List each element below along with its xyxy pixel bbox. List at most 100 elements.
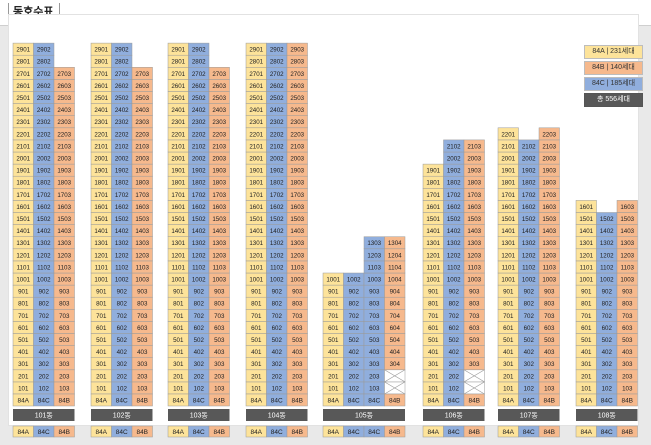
unit-cell[interactable]: 1502 [111, 212, 133, 225]
unit-cell[interactable]: 603 [538, 321, 560, 334]
unit-cell[interactable] [463, 381, 485, 395]
unit-cell[interactable]: 2203 [208, 127, 230, 141]
unit-cell[interactable]: 1601 [167, 200, 189, 213]
unit-cell[interactable]: 1402 [266, 224, 288, 237]
unit-cell[interactable]: 2703 [131, 67, 153, 80]
unit-cell[interactable]: 1203 [363, 248, 385, 262]
unit-cell[interactable] [384, 381, 406, 395]
unit-cell[interactable]: 1303 [363, 236, 385, 250]
unit-cell[interactable]: 1102 [33, 260, 55, 274]
unit-cell[interactable]: 101 [575, 381, 597, 395]
unit-cell[interactable]: 2202 [188, 127, 210, 141]
unit-cell[interactable]: 2201 [12, 127, 34, 141]
unit-cell[interactable]: 2401 [12, 103, 34, 116]
unit-cell[interactable]: 1203 [53, 248, 75, 262]
unit-cell[interactable]: 2503 [208, 91, 230, 104]
unit-cell[interactable]: 302 [33, 357, 55, 371]
unit-cell[interactable]: 1801 [90, 175, 112, 189]
unit-cell[interactable]: 1202 [596, 248, 618, 262]
unit-cell[interactable]: 703 [131, 309, 153, 322]
unit-cell[interactable]: 1702 [33, 188, 55, 201]
unit-cell[interactable]: 1203 [286, 248, 308, 262]
unit-cell[interactable]: 2802 [188, 54, 210, 68]
unit-cell[interactable]: 702 [443, 309, 465, 322]
unit-cell[interactable]: 902 [518, 284, 540, 298]
unit-cell[interactable]: 1401 [575, 224, 597, 237]
unit-cell[interactable]: 1201 [167, 248, 189, 262]
unit-cell[interactable]: 803 [286, 296, 308, 310]
unit-cell[interactable]: 1201 [245, 248, 267, 262]
unit-cell[interactable]: 1703 [53, 188, 75, 201]
building-name-bar[interactable]: 101동 [13, 409, 75, 421]
unit-cell[interactable]: 2102 [266, 139, 288, 153]
unit-cell[interactable]: 1403 [208, 224, 230, 237]
unit-cell[interactable]: 1301 [90, 236, 112, 250]
unit-cell[interactable]: 1503 [53, 212, 75, 225]
unit-cell[interactable]: 1803 [463, 175, 485, 189]
unit-cell[interactable]: 2003 [463, 151, 485, 165]
unit-cell[interactable]: 1003 [616, 272, 638, 286]
unit-cell[interactable]: 401 [575, 345, 597, 358]
unit-cell[interactable]: 1802 [443, 175, 465, 189]
unit-cell[interactable]: 402 [596, 345, 618, 358]
unit-cell[interactable]: 303 [616, 357, 638, 371]
unit-cell[interactable]: 2003 [538, 151, 560, 165]
unit-cell[interactable]: 1102 [443, 260, 465, 274]
unit-cell[interactable]: 1602 [111, 200, 133, 213]
unit-cell[interactable]: 1202 [518, 248, 540, 262]
unit-cell[interactable]: 2603 [53, 79, 75, 92]
unit-cell[interactable]: 1503 [208, 212, 230, 225]
unit-cell[interactable]: 1603 [208, 200, 230, 213]
unit-cell[interactable]: 201 [422, 369, 444, 383]
unit-cell[interactable]: 2801 [12, 54, 34, 68]
unit-cell[interactable]: 2503 [286, 91, 308, 104]
unit-cell[interactable]: 1201 [12, 248, 34, 262]
unit-cell[interactable]: 2602 [188, 79, 210, 92]
unit-cell[interactable]: 1201 [422, 248, 444, 262]
unit-cell[interactable]: 1101 [12, 260, 34, 274]
unit-cell[interactable]: 701 [322, 309, 344, 322]
unit-cell[interactable]: 503 [538, 333, 560, 346]
unit-cell[interactable]: 1501 [167, 212, 189, 225]
unit-cell[interactable]: 1402 [33, 224, 55, 237]
unit-cell[interactable]: 1603 [616, 200, 638, 213]
unit-cell[interactable]: 1602 [266, 200, 288, 213]
unit-cell[interactable]: 601 [322, 321, 344, 334]
unit-cell[interactable]: 201 [497, 369, 519, 383]
unit-cell[interactable]: 2901 [90, 42, 112, 56]
unit-cell[interactable]: 2103 [208, 139, 230, 153]
unit-cell[interactable]: 101 [167, 381, 189, 395]
unit-cell[interactable]: 2801 [167, 54, 189, 68]
unit-cell[interactable]: 1901 [422, 163, 444, 177]
unit-cell[interactable]: 1402 [518, 224, 540, 237]
unit-cell[interactable]: 502 [33, 333, 55, 346]
unit-cell[interactable]: 102 [188, 381, 210, 395]
unit-cell[interactable]: 901 [167, 284, 189, 298]
unit-cell[interactable] [463, 369, 485, 383]
unit-cell[interactable]: 1301 [497, 236, 519, 250]
unit-cell[interactable]: 1303 [131, 236, 153, 250]
unit-cell[interactable]: 502 [188, 333, 210, 346]
unit-cell[interactable]: 1303 [208, 236, 230, 250]
unit-cell[interactable]: 703 [363, 309, 385, 322]
unit-cell[interactable]: 602 [596, 321, 618, 334]
unit-cell[interactable]: 2401 [90, 103, 112, 116]
unit-cell[interactable]: 601 [245, 321, 267, 334]
unit-cell[interactable]: 503 [363, 333, 385, 346]
unit-cell[interactable]: 1302 [518, 236, 540, 250]
unit-cell[interactable]: 1102 [111, 260, 133, 274]
unit-cell[interactable]: 901 [12, 284, 34, 298]
unit-cell[interactable]: 1401 [167, 224, 189, 237]
unit-cell[interactable]: 1503 [538, 212, 560, 225]
unit-cell[interactable]: 801 [245, 296, 267, 310]
unit-cell[interactable]: 1403 [616, 224, 638, 237]
unit-cell[interactable]: 1101 [167, 260, 189, 274]
unit-cell[interactable]: 201 [575, 369, 597, 383]
unit-cell[interactable]: 401 [245, 345, 267, 358]
unit-cell[interactable]: 1603 [286, 200, 308, 213]
unit-cell[interactable]: 902 [188, 284, 210, 298]
unit-cell[interactable]: 1103 [208, 260, 230, 274]
unit-cell[interactable]: 1102 [266, 260, 288, 274]
unit-cell[interactable]: 1701 [497, 188, 519, 201]
unit-cell[interactable]: 501 [167, 333, 189, 346]
